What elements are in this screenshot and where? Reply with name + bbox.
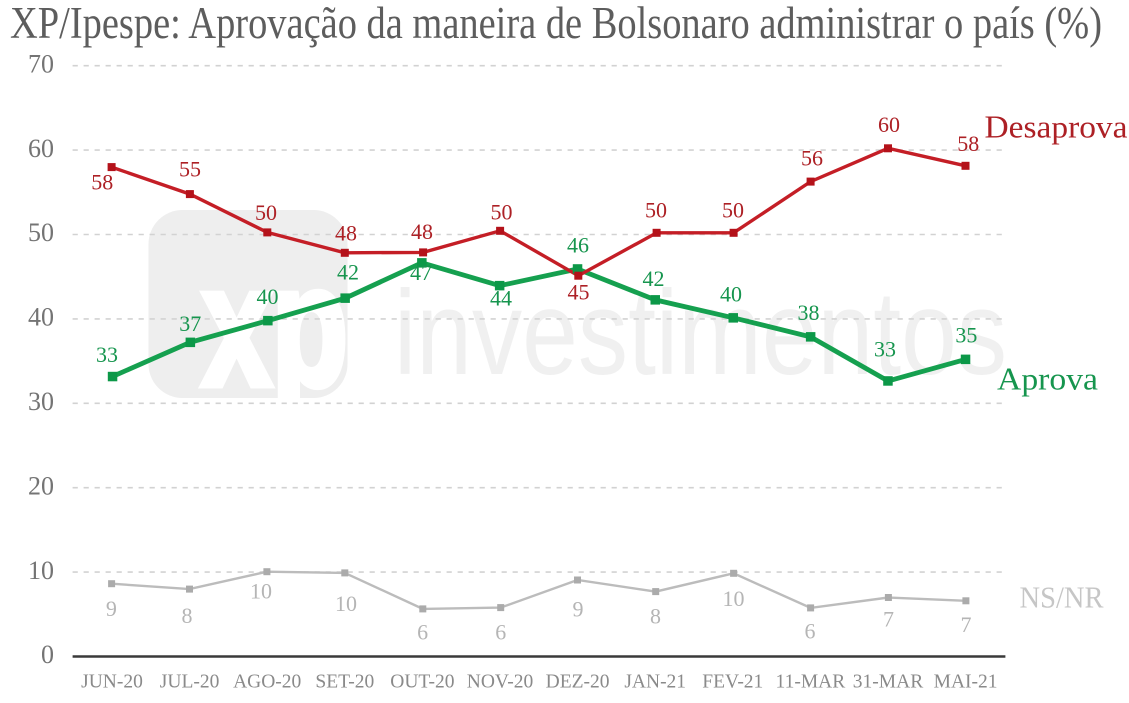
- svg-text:7: 7: [961, 612, 972, 637]
- svg-text:70: 70: [28, 49, 54, 78]
- svg-text:JUL-20: JUL-20: [160, 672, 220, 693]
- svg-text:8: 8: [182, 603, 193, 628]
- svg-text:xp: xp: [202, 230, 348, 422]
- svg-text:JAN-21: JAN-21: [624, 672, 686, 693]
- svg-text:33: 33: [96, 342, 118, 367]
- svg-text:9: 9: [573, 597, 584, 622]
- svg-text:45: 45: [568, 280, 590, 305]
- svg-text:7: 7: [883, 607, 894, 632]
- svg-text:NOV-20: NOV-20: [467, 672, 533, 693]
- svg-text:42: 42: [643, 266, 665, 291]
- svg-text:48: 48: [411, 219, 433, 244]
- svg-text:38: 38: [798, 300, 820, 325]
- svg-text:SET-20: SET-20: [315, 672, 374, 693]
- svg-text:JUN-20: JUN-20: [81, 672, 143, 693]
- svg-text:10: 10: [335, 591, 357, 616]
- svg-text:6: 6: [805, 618, 816, 643]
- svg-text:48: 48: [335, 221, 357, 246]
- svg-text:42: 42: [337, 260, 359, 285]
- svg-text:56: 56: [801, 145, 823, 170]
- svg-text:37: 37: [179, 311, 201, 336]
- svg-text:investimentos: investimentos: [394, 266, 1007, 400]
- svg-text:50: 50: [28, 218, 54, 247]
- svg-text:44: 44: [490, 285, 512, 310]
- svg-text:AGO-20: AGO-20: [233, 672, 301, 693]
- svg-text:10: 10: [28, 556, 54, 585]
- svg-text:60: 60: [878, 112, 900, 137]
- svg-text:50: 50: [491, 200, 513, 225]
- svg-text:40: 40: [28, 303, 54, 332]
- svg-text:Aprova: Aprova: [997, 360, 1098, 396]
- svg-text:0: 0: [41, 640, 54, 669]
- svg-text:30: 30: [28, 387, 54, 416]
- svg-text:55: 55: [179, 157, 201, 182]
- svg-text:58: 58: [957, 131, 979, 156]
- svg-text:DEZ-20: DEZ-20: [546, 672, 610, 693]
- svg-text:6: 6: [495, 620, 506, 645]
- svg-text:47: 47: [410, 260, 432, 285]
- svg-text:50: 50: [645, 198, 667, 223]
- svg-text:OUT-20: OUT-20: [390, 672, 454, 693]
- svg-text:10: 10: [250, 579, 272, 604]
- svg-text:40: 40: [257, 284, 279, 309]
- svg-text:NS/NR: NS/NR: [1020, 580, 1104, 615]
- svg-text:20: 20: [28, 471, 54, 500]
- svg-text:33: 33: [874, 337, 896, 362]
- svg-text:XP/Ipespe: Aprovação da maneir: XP/Ipespe: Aprovação da maneira de Bolso…: [10, 0, 1102, 48]
- svg-text:40: 40: [720, 282, 742, 307]
- svg-text:9: 9: [106, 596, 117, 621]
- svg-text:8: 8: [650, 604, 661, 629]
- svg-text:50: 50: [722, 198, 744, 223]
- svg-text:35: 35: [955, 323, 977, 348]
- svg-text:MAI-21: MAI-21: [934, 672, 998, 693]
- svg-text:Desaprova: Desaprova: [985, 108, 1128, 144]
- svg-text:10: 10: [723, 586, 745, 611]
- svg-text:50: 50: [255, 200, 277, 225]
- svg-text:58: 58: [91, 170, 113, 195]
- svg-text:46: 46: [567, 233, 589, 258]
- svg-text:60: 60: [28, 134, 54, 163]
- svg-text:11-MAR: 11-MAR: [776, 672, 846, 693]
- svg-text:31-MAR: 31-MAR: [853, 672, 923, 693]
- svg-text:6: 6: [417, 620, 428, 645]
- svg-text:FEV-21: FEV-21: [702, 672, 763, 693]
